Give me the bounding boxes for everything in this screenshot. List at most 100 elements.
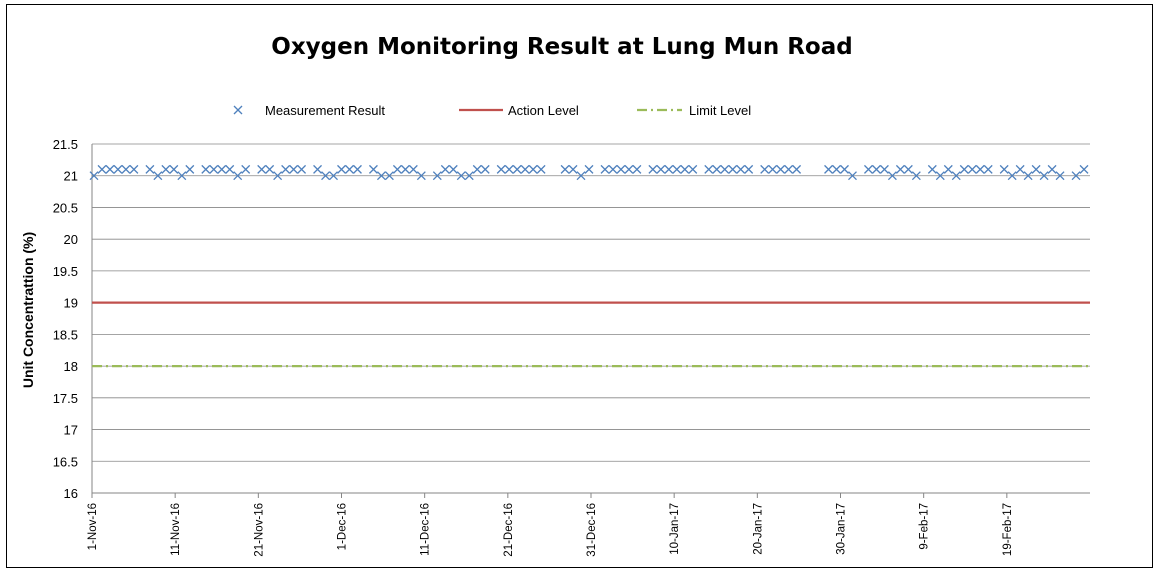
y-tick-label: 18 <box>64 359 78 374</box>
measurement-point <box>145 164 155 174</box>
y-tick-label: 21 <box>64 169 78 184</box>
marker-stroke <box>105 164 115 174</box>
marker-stroke <box>560 164 570 174</box>
marker-stroke <box>568 164 578 174</box>
legend-limit-label: Limit Level <box>689 103 751 118</box>
x-tick-label: 11-Nov-16 <box>170 503 182 556</box>
marker-stroke <box>840 164 849 174</box>
marker-stroke <box>368 164 378 174</box>
measurement-point <box>225 164 235 174</box>
y-axis-label: Unit Concentrattion (%) <box>20 232 36 388</box>
marker-stroke <box>161 164 171 174</box>
marker-stroke <box>185 164 195 174</box>
measurement-point <box>871 164 881 174</box>
marker-stroke <box>824 164 833 174</box>
measurement-point <box>736 164 746 174</box>
marker-stroke <box>768 164 778 174</box>
measurement-point <box>217 164 227 174</box>
measurement-point <box>951 171 961 181</box>
measurement-point <box>472 164 482 174</box>
measurement-point <box>177 171 187 181</box>
measurement-point <box>161 164 171 174</box>
measurement-point <box>720 164 730 174</box>
measurement-point <box>560 164 570 174</box>
measurement-point <box>480 164 490 174</box>
marker-stroke <box>201 164 211 174</box>
marker-stroke <box>943 164 953 174</box>
measurement-point <box>704 164 714 174</box>
marker-stroke <box>632 164 642 174</box>
marker-stroke <box>536 164 546 174</box>
marker-stroke <box>257 164 267 174</box>
measurement-point <box>392 164 402 174</box>
marker-stroke <box>935 171 945 181</box>
measurement-point <box>1039 171 1049 181</box>
marker-stroke <box>113 164 123 174</box>
measurement-point <box>520 164 530 174</box>
x-tick-label: 19-Feb-17 <box>1002 503 1014 556</box>
y-tick-label: 17.5 <box>53 391 78 406</box>
measurement-point <box>496 164 506 174</box>
x-tick-label: 9-Feb-17 <box>919 503 931 550</box>
measurement-point <box>265 164 275 174</box>
y-tick-label: 16.5 <box>53 454 78 469</box>
x-tick-label: 1-Nov-16 <box>87 503 99 550</box>
measurement-point <box>129 164 139 174</box>
measurement-point <box>967 164 977 174</box>
marker-stroke <box>121 164 131 174</box>
marker-stroke <box>129 164 139 174</box>
measurement-point <box>416 171 426 181</box>
legend-measurement-marker <box>233 105 243 115</box>
x-tick-label: 20-Jan-17 <box>752 503 764 555</box>
measurement-point <box>368 164 378 174</box>
measurement-point <box>113 164 123 174</box>
x-axis-ticks: 1-Nov-16 11-Nov-16 21-Nov-16 1-Dec-16 11-Dec… <box>87 493 1014 557</box>
y-tick-label: 19.5 <box>53 264 78 279</box>
marker-stroke <box>329 171 338 181</box>
measurement-point <box>440 164 450 174</box>
marker-stroke <box>504 164 514 174</box>
marker-stroke <box>1079 164 1089 174</box>
measurement-point <box>209 164 219 174</box>
x-tick-label: 11-Dec-16 <box>420 503 432 556</box>
measurement-point <box>1055 171 1065 181</box>
measurement-point <box>975 164 985 174</box>
measurement-point <box>776 164 786 174</box>
measurement-point <box>1047 164 1057 174</box>
measurement-point <box>832 164 841 174</box>
measurement-point <box>568 164 578 174</box>
marker-stroke <box>999 164 1009 174</box>
measurement-point <box>233 171 243 181</box>
measurement-point <box>903 164 913 174</box>
y-tick-label: 18.5 <box>53 327 78 342</box>
measurement-point <box>848 171 857 181</box>
measurement-point <box>911 171 921 181</box>
measurement-point <box>289 164 299 174</box>
marker-stroke <box>848 171 857 181</box>
measurement-point <box>321 171 330 181</box>
y-tick-label: 19 <box>64 296 78 311</box>
x-tick-label: 1-Dec-16 <box>337 503 349 550</box>
marker-stroke <box>217 164 227 174</box>
marker-stroke <box>345 164 354 174</box>
marker-stroke <box>297 164 307 174</box>
measurement-point <box>456 171 466 181</box>
measurement-point <box>784 164 794 174</box>
marker-stroke <box>376 171 386 181</box>
marker-stroke <box>281 164 291 174</box>
marker-stroke <box>736 164 746 174</box>
measurement-point <box>624 164 634 174</box>
marker-stroke <box>1039 171 1049 181</box>
measurement-point <box>313 164 323 174</box>
measurement-point <box>257 164 267 174</box>
y-axis-ticks: 16 16.5 17 17.5 18 18.5 19 19.5 20 20.5 21 21.5 <box>53 137 78 501</box>
marker-stroke <box>983 164 993 174</box>
marker-stroke <box>664 164 674 174</box>
marker-stroke <box>496 164 506 174</box>
measurement-point <box>376 171 386 181</box>
legend-action-label: Action Level <box>508 103 579 118</box>
measurement-point <box>895 164 905 174</box>
measurement-point <box>297 164 307 174</box>
marker-stroke <box>608 164 618 174</box>
x-tick-label: 21-Nov-16 <box>253 503 265 557</box>
